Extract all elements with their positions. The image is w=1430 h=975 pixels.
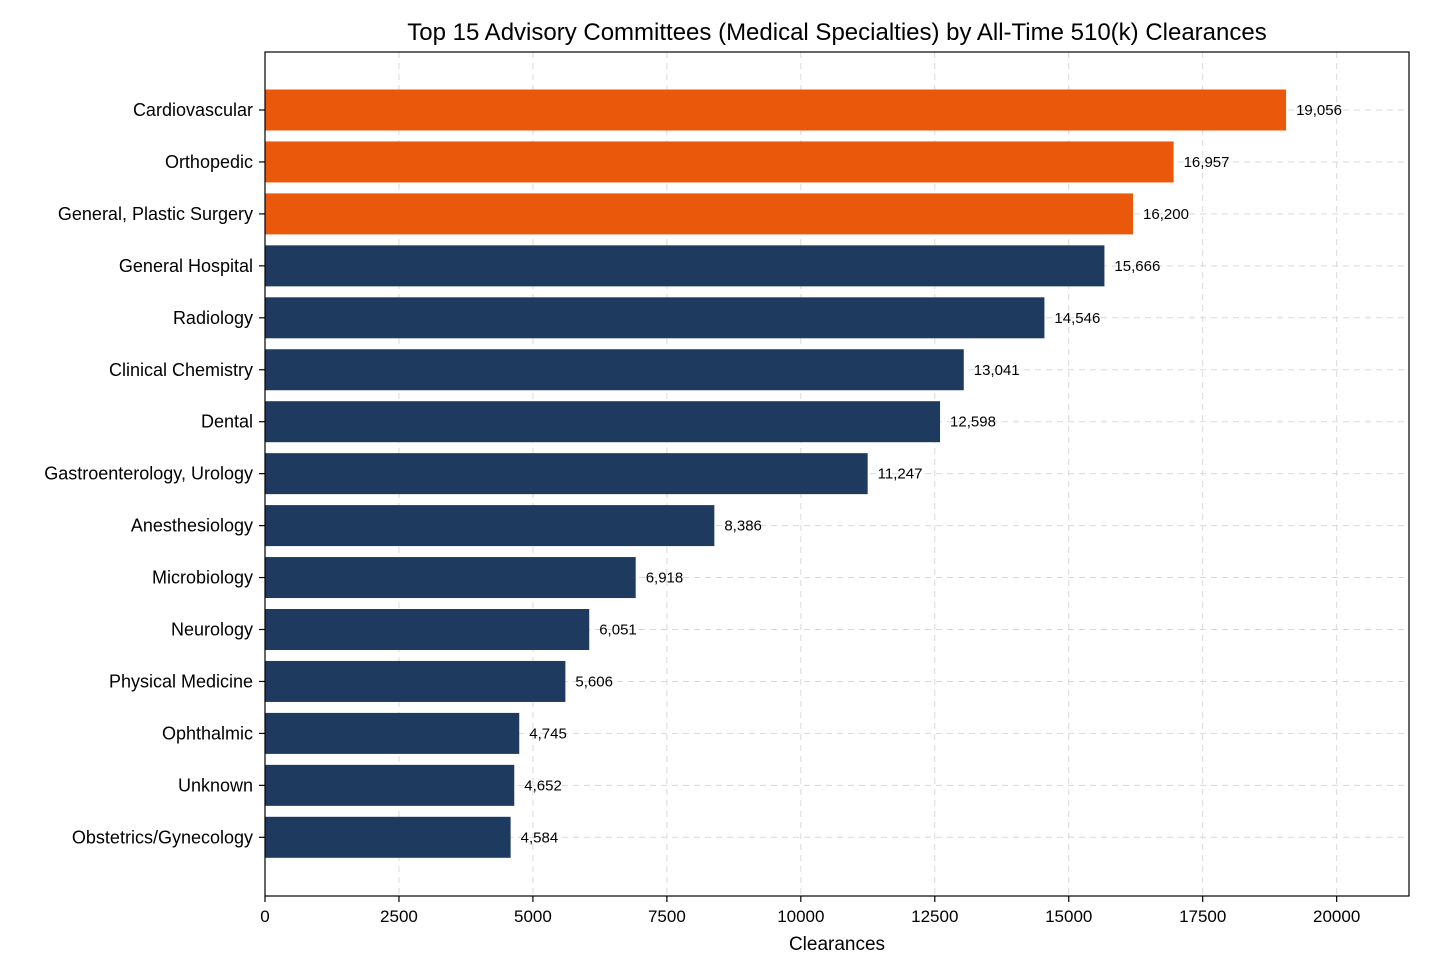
bar bbox=[265, 297, 1045, 339]
value-label: 15,666 bbox=[1114, 258, 1160, 275]
category-label: Anesthesiology bbox=[131, 516, 253, 536]
ticks-layer: 0 2500 5000 7500 10000 12500 15000 17500 20000 bbox=[259, 109, 1360, 926]
category-label: Cardiovascular bbox=[133, 100, 253, 120]
bar bbox=[265, 712, 520, 754]
bar bbox=[265, 557, 636, 599]
x-tick-label: 7500 bbox=[648, 907, 686, 926]
value-label: 4,584 bbox=[521, 829, 559, 846]
x-tick-label: 17500 bbox=[1179, 907, 1226, 926]
x-tick-label: 2500 bbox=[380, 907, 418, 926]
value-label: 4,652 bbox=[524, 777, 562, 794]
value-label: 11,247 bbox=[878, 466, 923, 483]
x-tick-label: 0 bbox=[260, 907, 269, 926]
bar bbox=[265, 193, 1134, 235]
value-label: 13,041 bbox=[974, 362, 1020, 379]
value-label: 5,606 bbox=[575, 673, 613, 690]
category-label: Neurology bbox=[171, 620, 253, 640]
bar bbox=[265, 141, 1174, 183]
value-label: 12,598 bbox=[950, 414, 996, 431]
x-tick-label: 12500 bbox=[911, 907, 958, 926]
value-label: 6,918 bbox=[646, 570, 684, 587]
category-label: General, Plastic Surgery bbox=[58, 204, 253, 224]
x-axis-label: Clearances bbox=[789, 934, 885, 955]
labels-layer: Cardiovascular 19,056 Orthopedic 16,957 Gene… bbox=[44, 100, 1342, 847]
value-label: 4,745 bbox=[529, 725, 567, 742]
bar bbox=[265, 401, 941, 443]
category-label: Obstetrics/Gynecology bbox=[72, 827, 253, 847]
bar bbox=[265, 505, 715, 547]
bars-layer bbox=[265, 89, 1287, 858]
value-label: 16,200 bbox=[1143, 206, 1189, 223]
bar bbox=[265, 660, 566, 702]
value-label: 19,056 bbox=[1296, 102, 1342, 119]
category-label: Gastroenterology, Urology bbox=[44, 464, 253, 484]
bar bbox=[265, 89, 1287, 131]
bar bbox=[265, 764, 515, 806]
category-label: Unknown bbox=[178, 775, 253, 795]
category-label: Dental bbox=[201, 412, 253, 432]
category-label: Ophthalmic bbox=[162, 723, 253, 743]
category-label: Radiology bbox=[173, 308, 253, 328]
bar bbox=[265, 609, 590, 650]
category-label: Orthopedic bbox=[165, 152, 253, 172]
value-label: 16,957 bbox=[1184, 154, 1230, 171]
category-label: Physical Medicine bbox=[109, 671, 253, 691]
bar bbox=[265, 245, 1105, 287]
bar bbox=[265, 349, 964, 391]
category-label: Clinical Chemistry bbox=[109, 360, 253, 380]
bar bbox=[265, 816, 511, 858]
x-tick-label: 15000 bbox=[1045, 907, 1092, 926]
category-label: Microbiology bbox=[152, 568, 253, 588]
x-tick-label: 20000 bbox=[1313, 907, 1360, 926]
bar bbox=[265, 453, 868, 495]
category-label: General Hospital bbox=[119, 256, 253, 276]
x-tick-label: 10000 bbox=[777, 907, 824, 926]
value-label: 6,051 bbox=[599, 622, 637, 639]
x-tick-label: 5000 bbox=[514, 907, 552, 926]
chart-title: Top 15 Advisory Committees (Medical Spec… bbox=[407, 19, 1266, 46]
value-label: 14,546 bbox=[1054, 310, 1100, 327]
value-label: 8,386 bbox=[724, 518, 762, 535]
